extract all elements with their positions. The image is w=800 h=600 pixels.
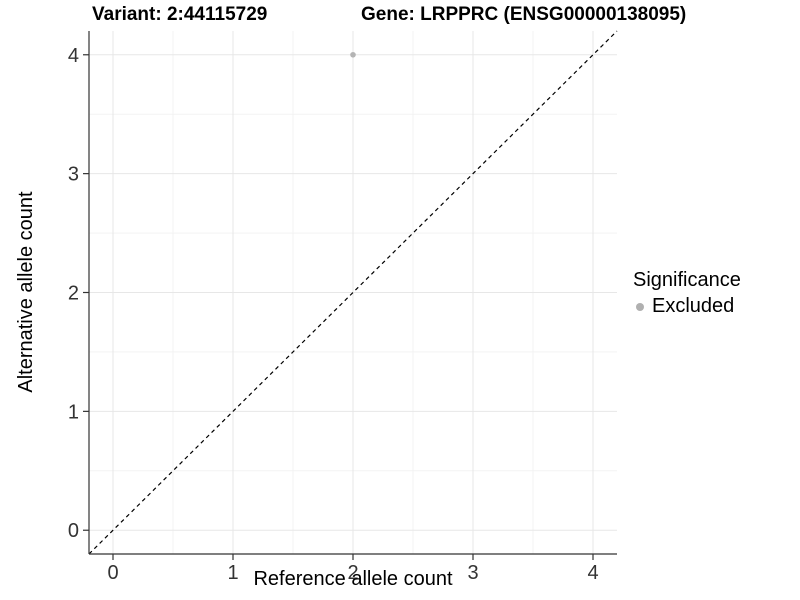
legend-item-excluded: Excluded	[633, 295, 741, 318]
y-tick-label: 3	[68, 164, 79, 186]
x-tick-label: 0	[107, 562, 118, 584]
legend: Significance Excluded	[633, 269, 741, 318]
x-tick-label: 3	[467, 562, 478, 584]
y-tick-label: 4	[68, 45, 79, 67]
x-tick-label: 4	[587, 562, 598, 584]
data-point	[350, 51, 356, 58]
plot-title-variant: Variant: 2:44115729	[92, 4, 268, 25]
legend-item-label: Excluded	[652, 295, 735, 317]
x-tick-label: 2	[347, 562, 358, 584]
x-tick-label: 1	[227, 562, 238, 584]
y-tick-label: 2	[68, 283, 79, 305]
y-tick-label: 0	[68, 520, 79, 542]
plot-title-gene: Gene: LRPPRC (ENSG00000138095)	[361, 4, 687, 25]
y-axis-title: Alternative allele count	[15, 191, 37, 393]
legend-title: Significance	[633, 269, 741, 291]
legend-point-icon	[636, 302, 644, 311]
identity-dashed-line	[88, 30, 618, 555]
x-axis-title: Reference allele count	[253, 568, 453, 590]
y-tick-label: 1	[68, 401, 79, 423]
